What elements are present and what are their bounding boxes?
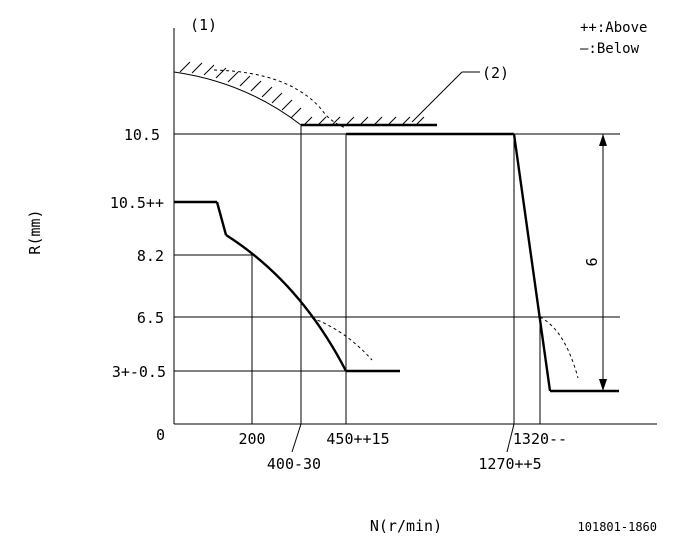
corner-label: (1): [190, 16, 217, 34]
dimension-arrow-bottom: [599, 379, 607, 391]
dimension-label: 9: [582, 257, 600, 266]
stopper-hatching: [179, 61, 425, 126]
stopper-curve: [173, 71, 302, 126]
leader-1270: [506, 423, 515, 453]
legend-below: —:Below: [580, 41, 640, 57]
idle-curve: [225, 233, 348, 372]
start-drop: [215, 201, 228, 236]
idle-dashed: [311, 317, 373, 361]
x-tick-1270: 1270++5: [478, 455, 541, 473]
y-tick-10-5-above: 10.5++: [110, 194, 164, 212]
callout-label: (2): [482, 64, 509, 82]
origin-label: 0: [156, 426, 165, 444]
callout-leader: [411, 71, 463, 123]
x-tick-400: 400-30: [267, 455, 321, 473]
leader-400: [291, 423, 302, 453]
y-tick-6-5: 6.5: [137, 309, 164, 327]
y-tick-10-5: 10.5: [124, 126, 160, 144]
y-tick-8-2: 8.2: [137, 247, 164, 265]
y-tick-3: 3+-0.5: [112, 363, 166, 381]
x-tick-200: 200: [238, 430, 265, 448]
x-tick-450: 450++15: [326, 430, 389, 448]
cutoff-dashed: [539, 316, 579, 379]
y-axis-label: R(mm): [26, 209, 44, 254]
stopper-dashed: [213, 69, 347, 129]
figure-id: 101801-1860: [578, 520, 657, 534]
governor-cutoff: [512, 133, 552, 392]
dimension-arrow-top: [599, 134, 607, 146]
x-axis-label: N(r/min): [370, 517, 442, 535]
legend-above: ++:Above: [580, 20, 647, 36]
x-tick-1320: 1320--: [513, 430, 567, 448]
